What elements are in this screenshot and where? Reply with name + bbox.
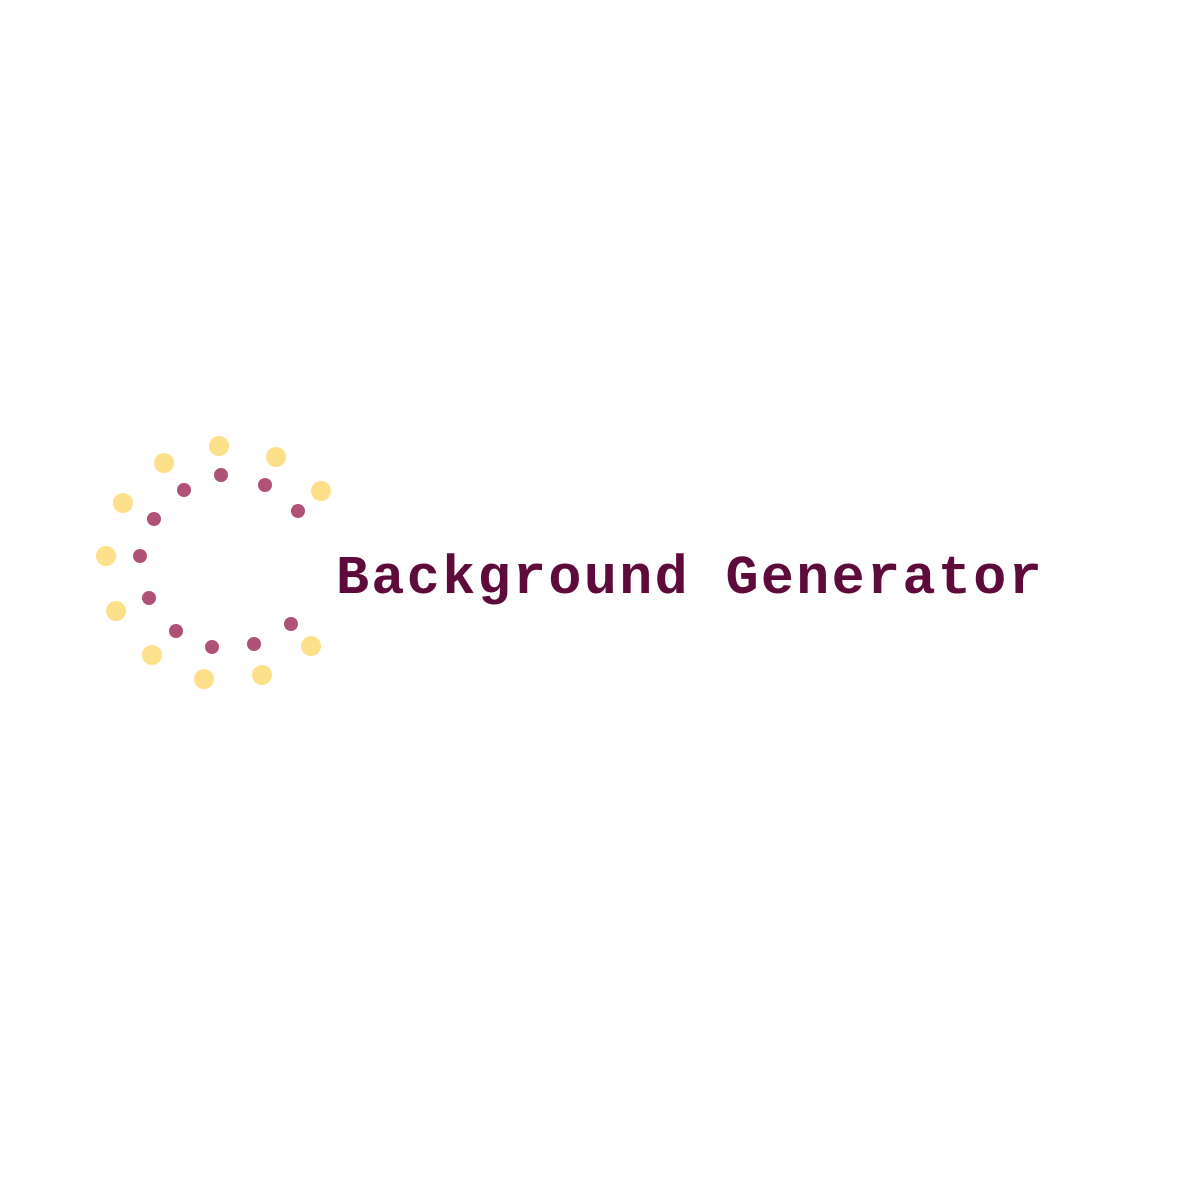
outer-dot xyxy=(142,645,162,665)
outer-dot xyxy=(209,436,229,456)
inner-dot xyxy=(147,512,161,526)
inner-dot xyxy=(258,478,272,492)
outer-dot xyxy=(301,636,321,656)
inner-dot xyxy=(169,624,183,638)
inner-dot xyxy=(214,468,228,482)
outer-dot xyxy=(106,601,126,621)
outer-dot xyxy=(154,453,174,473)
outer-dot xyxy=(96,546,116,566)
inner-dot xyxy=(133,549,147,563)
inner-dot xyxy=(177,483,191,497)
brand-name: Background Generator xyxy=(336,547,1045,610)
inner-dot xyxy=(142,591,156,605)
inner-dot xyxy=(284,617,298,631)
inner-dot xyxy=(205,640,219,654)
inner-dot xyxy=(247,637,261,651)
outer-dot xyxy=(311,481,331,501)
outer-dot xyxy=(113,493,133,513)
outer-dot xyxy=(266,447,286,467)
outer-dot xyxy=(252,665,272,685)
outer-dot xyxy=(194,669,214,689)
inner-dot xyxy=(291,504,305,518)
